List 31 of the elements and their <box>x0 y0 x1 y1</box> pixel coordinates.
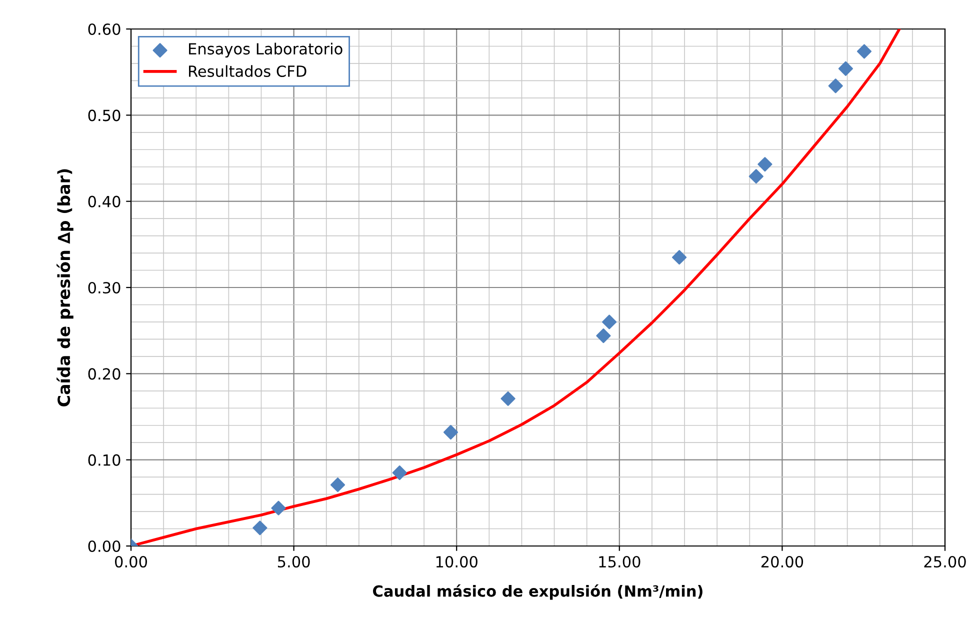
point <box>596 328 611 344</box>
y-tick-label: 0.20 <box>88 368 120 380</box>
point <box>271 500 286 516</box>
point <box>748 169 764 184</box>
point <box>828 78 843 94</box>
x-axis-title: Caudal másico de expulsión (Nm³/min) <box>373 584 702 600</box>
y-tick-label: 0.60 <box>88 23 120 36</box>
x-tick-label: 20.00 <box>761 556 804 568</box>
y-tick-label: 0.00 <box>88 540 120 552</box>
x-tick-label: 5.00 <box>278 556 310 568</box>
x-tick-label: 0.00 <box>115 556 147 568</box>
point <box>330 478 346 492</box>
point <box>500 391 516 406</box>
y-tick-label: 0.40 <box>88 196 120 208</box>
y-tick-label: 0.10 <box>88 454 120 466</box>
y-tick-label: 0.50 <box>88 110 120 122</box>
point <box>856 44 872 59</box>
point <box>443 424 458 440</box>
point <box>602 314 617 330</box>
legend-label: Resultados CFD <box>189 65 306 77</box>
x-tick-label: 25.00 <box>924 556 966 568</box>
y-axis-title: Caída de presión ∆p (bar) <box>56 169 74 406</box>
point <box>838 61 853 76</box>
y-tick-label: 0.30 <box>88 282 120 294</box>
x-tick-label: 10.00 <box>436 556 478 568</box>
point <box>252 520 268 536</box>
point <box>672 250 687 265</box>
point <box>758 157 772 172</box>
legend-label: Ensayos Laboratorio <box>189 42 342 58</box>
point <box>392 465 407 480</box>
x-tick-label: 15.00 <box>599 556 640 568</box>
